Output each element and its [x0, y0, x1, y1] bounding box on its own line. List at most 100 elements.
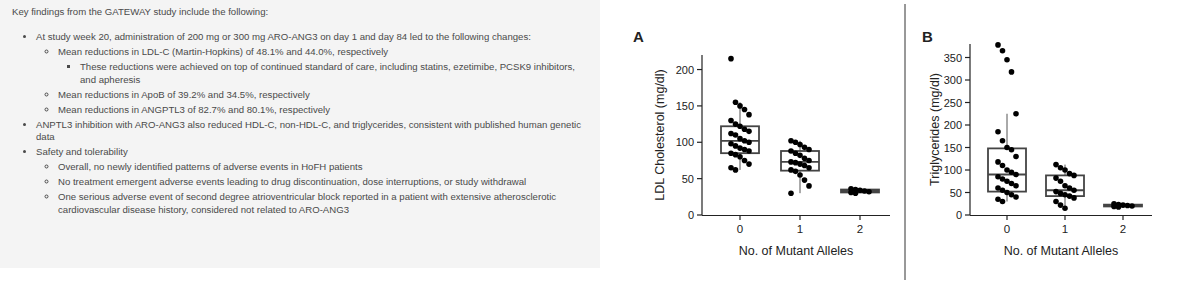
- data-point: [1000, 163, 1006, 169]
- y-tick: [697, 105, 702, 106]
- x-tick-label: 0: [737, 223, 743, 235]
- data-point: [797, 172, 803, 178]
- x-tick-label: 1: [797, 223, 803, 235]
- y-tick: [697, 69, 702, 70]
- findings-panel: Key findings from the GATEWAY study incl…: [0, 0, 600, 268]
- median: [988, 174, 1026, 176]
- y-tick-label: 100: [944, 164, 962, 176]
- data-point: [1000, 48, 1006, 54]
- x-axis-label: No. of Mutant Alleles: [1004, 244, 1119, 258]
- data-point: [1058, 178, 1064, 184]
- data-point: [742, 158, 748, 164]
- x-tick: [1122, 215, 1123, 220]
- data-point: [1013, 111, 1019, 117]
- box: [781, 151, 819, 171]
- data-point: [802, 177, 808, 183]
- y-tick-label: 350: [944, 52, 962, 64]
- y-tick: [965, 192, 970, 193]
- x-tick-label: 1: [1062, 223, 1068, 235]
- x-tick-label: 0: [1004, 223, 1010, 235]
- box: [988, 148, 1026, 191]
- y-tick: [965, 57, 970, 58]
- data-point: [746, 148, 752, 154]
- y-tick-label: 0: [688, 209, 694, 221]
- y-axis-label: Triglycerides (mg/dl): [928, 73, 942, 186]
- data-point: [1000, 199, 1006, 205]
- data-point: [995, 129, 1001, 135]
- box-chart: B 0 50 100 150 200 250 300 350Triglycerides (mg/…: [922, 28, 1152, 258]
- data-point: [1053, 199, 1059, 205]
- data-point: [793, 169, 799, 175]
- data-point: [806, 183, 812, 189]
- y-axis-label: LDL Cholesterol (mg/dl): [653, 69, 667, 201]
- data-point: [1129, 203, 1135, 209]
- data-point: [746, 161, 752, 167]
- data-point: [995, 42, 1001, 48]
- x-axis-label: No. of Mutant Alleles: [739, 244, 854, 258]
- bullet-item: No treatment emergent adverse events lea…: [58, 176, 590, 188]
- y-axis: [701, 55, 702, 215]
- y-tick: [965, 124, 970, 125]
- whisker: [1007, 114, 1008, 149]
- data-point: [806, 147, 812, 153]
- y-tick-label: 200: [944, 119, 962, 131]
- data-point: [853, 190, 859, 196]
- data-point: [1009, 69, 1015, 75]
- data-point: [733, 132, 739, 138]
- bullet-item: Mean reductions in LDL-C (Martin-Hopkins…: [58, 46, 590, 58]
- data-point: [746, 112, 752, 118]
- marks: [721, 56, 879, 196]
- data-point: [995, 159, 1001, 165]
- y-tick: [965, 214, 970, 215]
- y-tick: [965, 147, 970, 148]
- data-point: [1071, 195, 1077, 201]
- x-tick: [739, 215, 740, 220]
- bullet-item: At study week 20, administration of 200 …: [36, 31, 590, 43]
- data-point: [746, 139, 752, 145]
- data-point: [1071, 173, 1077, 179]
- marks: [988, 42, 1142, 211]
- data-point: [1000, 138, 1006, 144]
- x-tick: [859, 215, 860, 220]
- bullet-item: ANPTL3 inhibition with ARO-ANG3 also red…: [36, 119, 590, 144]
- data-point: [866, 189, 872, 195]
- data-point: [737, 103, 743, 109]
- y-tick-label: 200: [676, 64, 694, 76]
- y-tick-label: 100: [676, 136, 694, 148]
- data-point: [742, 107, 748, 113]
- y-tick: [697, 142, 702, 143]
- data-point: [1009, 147, 1015, 153]
- data-point: [1062, 205, 1068, 211]
- panel-letter: B: [922, 28, 933, 45]
- x-tick-label: 2: [857, 223, 863, 235]
- y-tick: [697, 178, 702, 179]
- y-tick-label: 250: [944, 97, 962, 109]
- y-tick-label: 300: [944, 74, 962, 86]
- y-tick-label: 50: [682, 173, 694, 185]
- x-axis: [970, 215, 1152, 216]
- data-point: [1013, 183, 1019, 189]
- bullet-item: One serious adverse event of second degr…: [58, 191, 590, 216]
- data-point: [1013, 194, 1019, 200]
- bullet-item: Mean reductions in ANGPTL3 of 82.7% and …: [58, 104, 590, 116]
- y-tick-label: 50: [950, 187, 962, 199]
- x-tick: [1006, 215, 1007, 220]
- bullet-item: Mean reductions in ApoB of 39.2% and 34.…: [58, 89, 590, 101]
- x-tick: [1064, 215, 1065, 220]
- bullet-item: Overall, no newly identified patterns of…: [58, 161, 590, 173]
- data-point: [806, 158, 812, 164]
- panel-letter: A: [633, 28, 644, 45]
- x-axis: [702, 215, 890, 216]
- data-point: [788, 190, 794, 196]
- y-tick-label: 150: [944, 142, 962, 154]
- box: [721, 126, 759, 153]
- data-point: [1053, 175, 1059, 181]
- data-point: [1004, 57, 1010, 63]
- data-point: [733, 167, 739, 173]
- data-point: [1013, 172, 1019, 178]
- data-point: [1013, 154, 1019, 160]
- panel-title: Key findings from the GATEWAY study incl…: [12, 6, 590, 18]
- data-point: [1071, 187, 1077, 193]
- data-point: [737, 154, 743, 160]
- data-point: [1116, 204, 1122, 210]
